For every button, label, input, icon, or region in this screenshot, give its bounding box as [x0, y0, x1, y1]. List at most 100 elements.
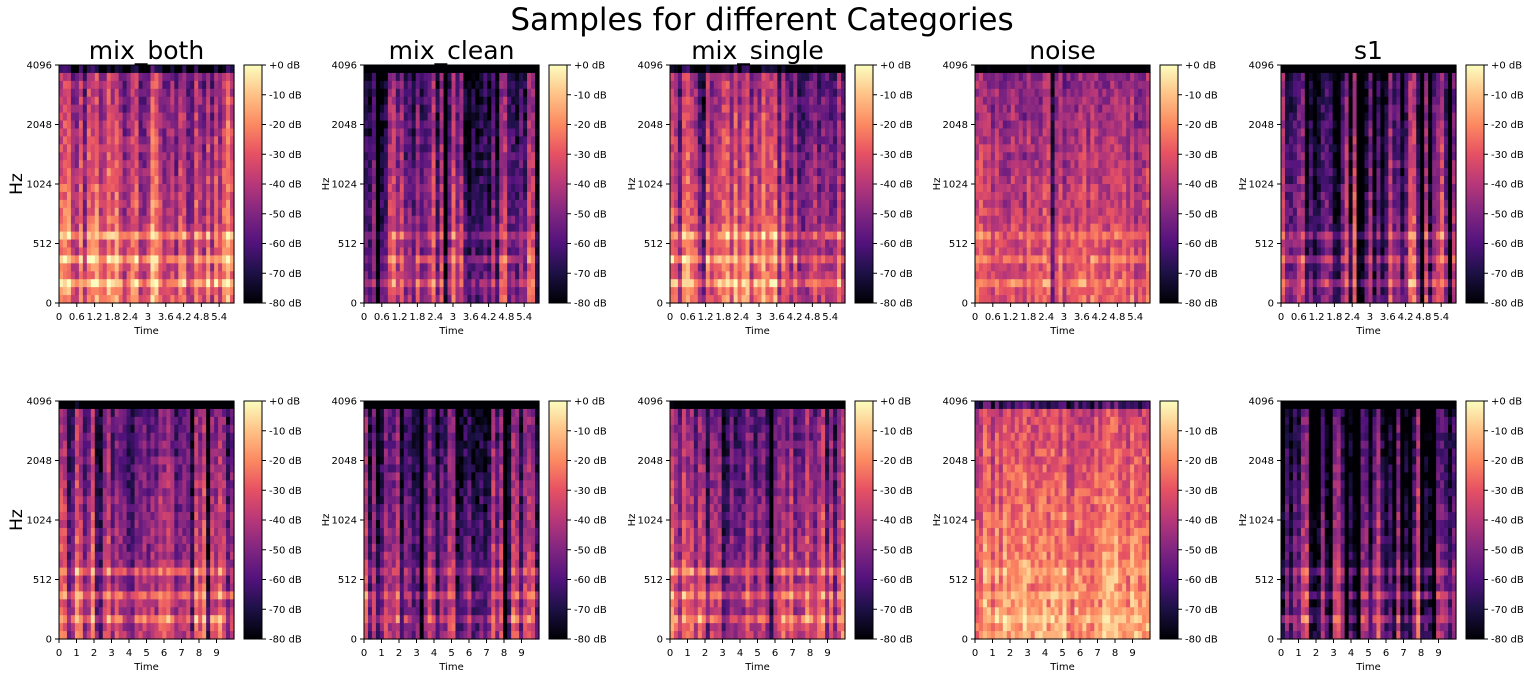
y-tick-label: 4096 — [332, 397, 357, 408]
x-tick-label: 5.4 — [822, 312, 838, 323]
colorbar-tick-label: +0 dB — [1185, 61, 1216, 72]
colorbar-gradient — [1159, 64, 1179, 304]
y-tick-label: 0 — [1268, 299, 1274, 310]
x-tick-label: 2.4 — [1344, 312, 1360, 323]
x-tick-label: 4.2 — [1398, 312, 1414, 323]
x-tick-label: 7 — [483, 648, 489, 659]
x-tick-label: 1.8 — [715, 312, 731, 323]
x-tick-label: 6 — [466, 648, 472, 659]
y-tick-label: 1024 — [332, 516, 357, 527]
y-tick-label: 2048 — [638, 120, 663, 131]
colorbar-tick-label: -20 dB — [1185, 456, 1218, 467]
figure-title: Samples for different Categories — [510, 2, 1014, 38]
colorbar-tick-label: -60 dB — [880, 575, 913, 586]
x-axis-label: Time — [1049, 326, 1074, 337]
colorbar: +0 dB -10 dB -20 dB -30 dB -40 dB -50 dB -60 d… — [243, 61, 302, 310]
x-tick-label: 4.2 — [176, 312, 192, 323]
x-tick-label: 2.4 — [733, 312, 749, 323]
spectrogram-image — [59, 65, 235, 304]
subplot-1-2: mix_clean 0 512 1024 2048 4096 0 0.6 1.2 1.8 2.4 3 3… — [321, 36, 607, 337]
y-tick-label: 1024 — [638, 516, 663, 527]
colorbar-tick-label: -70 dB — [574, 269, 607, 280]
colorbar-tick-label: -50 dB — [269, 545, 302, 556]
colorbar-tick-label: -60 dB — [269, 575, 302, 586]
colorbar-tick-label: -80 dB — [1185, 635, 1218, 646]
x-tick-label: 4 — [431, 648, 437, 659]
x-tick-label: 2 — [396, 648, 402, 659]
colorbar-tick-label: -20 dB — [1491, 120, 1524, 131]
y-tick-label: 2048 — [1249, 120, 1274, 131]
x-tick-label: 9 — [1129, 648, 1135, 659]
x-tick-label: 0 — [1278, 312, 1284, 323]
x-tick-label: 4.8 — [498, 312, 514, 323]
colorbar-tick-label: -30 dB — [574, 150, 607, 161]
x-tick-label: 1.2 — [392, 312, 408, 323]
colorbar-tick-label: -50 dB — [880, 545, 913, 556]
x-tick-label: 4 — [1042, 648, 1048, 659]
colorbar-tick-label: -60 dB — [1185, 575, 1218, 586]
colorbar-gradient — [854, 400, 874, 640]
colorbar-tick-label: -60 dB — [1491, 575, 1524, 586]
colorbar-tick-label: -30 dB — [574, 486, 607, 497]
x-tick-label: 1 — [684, 648, 690, 659]
x-tick-label: 9 — [824, 648, 830, 659]
x-tick-label: 3.6 — [1380, 312, 1396, 323]
x-tick-label: 0.6 — [374, 312, 390, 323]
x-tick-label: 4 — [737, 648, 743, 659]
x-tick-label: 7 — [1400, 648, 1406, 659]
colorbar-tick-label: -70 dB — [269, 605, 302, 616]
y-tick-label: 2048 — [332, 120, 357, 131]
y-axis-label: Hz — [321, 178, 332, 191]
spectrogram-image — [1281, 65, 1457, 304]
colorbar-tick-label: +0 dB — [880, 61, 911, 72]
y-tick-label: 0 — [46, 299, 52, 310]
colorbar-tick-label: -30 dB — [880, 150, 913, 161]
y-tick-label: 0 — [962, 299, 968, 310]
x-tick-label: 2.4 — [122, 312, 138, 323]
x-tick-label: 5.4 — [1127, 312, 1143, 323]
x-tick-label: 3.6 — [463, 312, 479, 323]
y-tick-label: 512 — [338, 239, 357, 250]
subplot-title: mix_both — [89, 36, 204, 65]
x-tick-label: 2 — [1313, 648, 1319, 659]
colorbar-tick-label: +0 dB — [574, 397, 605, 408]
colorbar-tick-label: -10 dB — [574, 426, 607, 437]
x-tick-label: 1.2 — [87, 312, 103, 323]
y-axis-label: Hz — [1238, 514, 1249, 527]
x-tick-label: 4.2 — [481, 312, 497, 323]
x-tick-label: 0 — [972, 648, 978, 659]
colorbar-tick-label: -60 dB — [1491, 239, 1524, 250]
x-tick-label: 3.6 — [158, 312, 174, 323]
x-tick-label: 1.8 — [409, 312, 425, 323]
colorbar-tick-label: -70 dB — [1185, 605, 1218, 616]
x-tick-label: 0 — [56, 312, 62, 323]
colorbar-tick-label: -50 dB — [1491, 545, 1524, 556]
y-axis-label: Hz — [7, 509, 27, 531]
colorbar-tick-label: -70 dB — [880, 605, 913, 616]
y-axis-label: Hz — [932, 514, 943, 527]
subplot-title: noise — [1029, 36, 1096, 65]
colorbar-tick-label: +0 dB — [1491, 397, 1522, 408]
y-tick-label: 2048 — [638, 456, 663, 467]
colorbar-tick-label: -60 dB — [574, 239, 607, 250]
y-tick-label: 2048 — [332, 456, 357, 467]
colorbar-tick-label: -80 dB — [1491, 635, 1524, 646]
colorbar-tick-label: -20 dB — [880, 120, 913, 131]
y-axis-label: Hz — [1238, 178, 1249, 191]
colorbar-tick-label: -70 dB — [574, 605, 607, 616]
x-tick-label: 4 — [1348, 648, 1354, 659]
colorbar-tick-label: -40 dB — [574, 180, 607, 191]
x-tick-label: 0 — [1278, 648, 1284, 659]
x-tick-label: 7 — [1094, 648, 1100, 659]
colorbar-tick-label: -40 dB — [269, 180, 302, 191]
colorbar-tick-label: -30 dB — [1491, 150, 1524, 161]
x-tick-label: 3.6 — [769, 312, 785, 323]
spectrogram-image — [975, 65, 1151, 304]
x-tick-label: 1.2 — [1309, 312, 1325, 323]
x-tick-label: 3 — [450, 312, 456, 323]
subplot-title: mix_clean — [389, 36, 515, 65]
x-tick-label: 3 — [1024, 648, 1030, 659]
x-tick-label: 7 — [789, 648, 795, 659]
